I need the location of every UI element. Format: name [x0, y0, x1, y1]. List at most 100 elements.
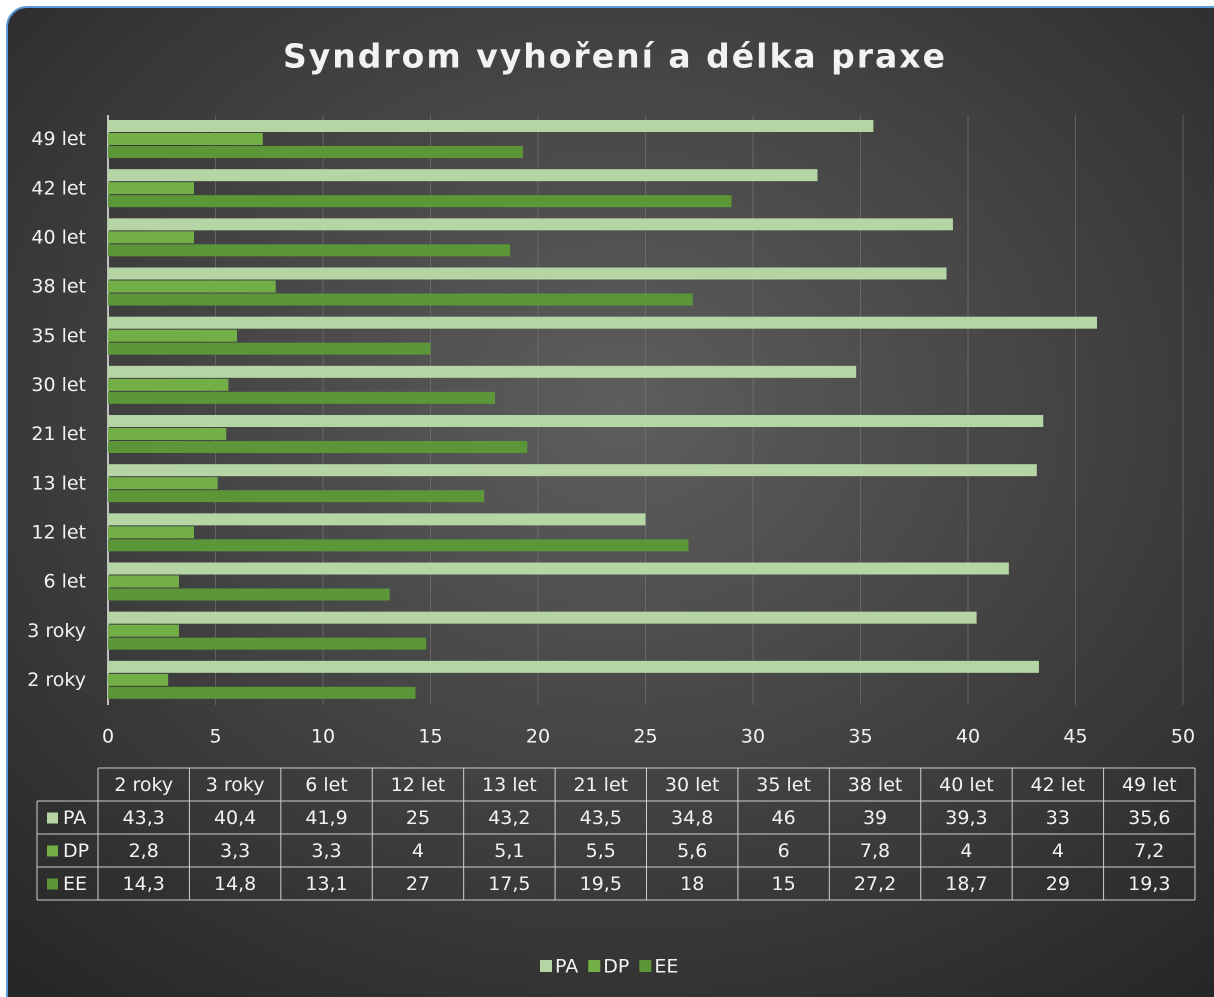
bar — [108, 477, 218, 490]
table-header: 38 let — [848, 774, 903, 796]
table-cell: 29 — [1046, 873, 1070, 895]
y-tick-label: 13 let — [31, 472, 86, 494]
x-tick-label: 25 — [633, 726, 657, 748]
bar — [108, 231, 194, 244]
table-cell: 4 — [960, 840, 972, 862]
legend-label: EE — [654, 956, 678, 978]
bar — [108, 120, 874, 132]
table-cell: 46 — [772, 807, 796, 829]
bar — [108, 342, 431, 355]
bar — [108, 490, 485, 503]
table-header: 40 let — [939, 774, 994, 796]
table-cell: 4 — [1052, 840, 1064, 862]
bar — [108, 539, 689, 552]
table-legend-key — [47, 845, 58, 857]
table-cell: 14,3 — [123, 873, 165, 895]
table-row-label: EE — [63, 873, 87, 895]
bar — [108, 195, 732, 208]
bar — [108, 428, 227, 440]
y-tick-label: 6 let — [43, 571, 86, 593]
table-header: 6 let — [305, 774, 348, 796]
y-tick-label: 42 let — [31, 177, 86, 199]
x-tick-label: 20 — [526, 726, 550, 748]
x-tick-label: 10 — [311, 726, 335, 748]
bar — [108, 637, 427, 650]
legend-key — [540, 960, 552, 972]
bar — [108, 526, 194, 539]
chart-title: Syndrom vyhoření a délka praxe — [283, 37, 947, 76]
table-cell: 3,3 — [311, 840, 341, 862]
y-tick-label: 40 let — [31, 226, 86, 248]
table-cell: 39 — [863, 807, 887, 829]
table-cell: 7,2 — [1134, 840, 1164, 862]
table-row-label: PA — [63, 807, 86, 829]
table-cell: 40,4 — [214, 807, 256, 829]
bar — [108, 686, 416, 699]
table-cell: 5,5 — [586, 840, 616, 862]
bar — [108, 562, 1009, 575]
y-tick-label: 12 let — [31, 521, 86, 543]
legend-label: DP — [603, 956, 629, 978]
bar — [108, 133, 263, 145]
bar — [108, 280, 276, 293]
table-cell: 14,8 — [214, 873, 256, 895]
bar — [108, 415, 1044, 427]
x-tick-label: 30 — [741, 726, 765, 748]
bar — [108, 660, 1039, 673]
table-cell: 5,1 — [494, 840, 524, 862]
table-cell: 18 — [680, 873, 704, 895]
legend-label: PA — [555, 956, 578, 978]
table-cell: 4 — [412, 840, 424, 862]
y-tick-label: 21 let — [31, 423, 86, 445]
table-cell: 18,7 — [945, 873, 987, 895]
x-tick-label: 45 — [1063, 726, 1087, 748]
y-tick-label: 3 roky — [27, 620, 86, 642]
table-cell: 43,3 — [123, 807, 165, 829]
y-tick-label: 49 let — [31, 128, 86, 150]
x-tick-label: 50 — [1171, 726, 1195, 748]
bar — [108, 441, 528, 453]
table-header: 30 let — [665, 774, 720, 796]
x-tick-label: 35 — [848, 726, 872, 748]
table-cell: 27 — [406, 873, 430, 895]
table-cell: 35,6 — [1128, 807, 1170, 829]
bar — [108, 293, 693, 306]
bar — [108, 316, 1097, 329]
y-tick-label: 2 roky — [27, 669, 86, 691]
table-cell: 25 — [406, 807, 430, 829]
table-cell: 5,6 — [677, 840, 707, 862]
table-cell: 7,8 — [860, 840, 890, 862]
table-cell: 13,1 — [305, 873, 347, 895]
table-header: 35 let — [756, 774, 811, 796]
bar — [108, 464, 1037, 477]
bar — [108, 329, 237, 342]
bar — [108, 365, 857, 378]
bar — [108, 513, 646, 526]
table-cell: 17,5 — [488, 873, 530, 895]
table-cell: 41,9 — [305, 807, 347, 829]
table-header: 3 roky — [206, 774, 265, 796]
bar — [108, 611, 977, 624]
table-legend-key — [47, 812, 58, 824]
bar — [108, 218, 953, 231]
table-cell: 2,8 — [129, 840, 159, 862]
bar — [108, 378, 229, 391]
x-tick-label: 5 — [209, 726, 221, 748]
bar — [108, 391, 495, 404]
bar — [108, 267, 947, 280]
table-header: 42 let — [1031, 774, 1086, 796]
bar — [108, 244, 511, 257]
bar — [108, 182, 194, 195]
table-header: 13 let — [482, 774, 537, 796]
table-cell: 27,2 — [854, 873, 896, 895]
table-header: 49 let — [1122, 774, 1177, 796]
table-cell: 34,8 — [671, 807, 713, 829]
table-cell: 19,5 — [580, 873, 622, 895]
table-header: 21 let — [573, 774, 628, 796]
table-header: 12 let — [391, 774, 446, 796]
table-cell: 43,5 — [580, 807, 622, 829]
y-tick-label: 30 let — [31, 374, 86, 396]
bar — [108, 588, 390, 601]
table-header: 2 roky — [114, 774, 173, 796]
